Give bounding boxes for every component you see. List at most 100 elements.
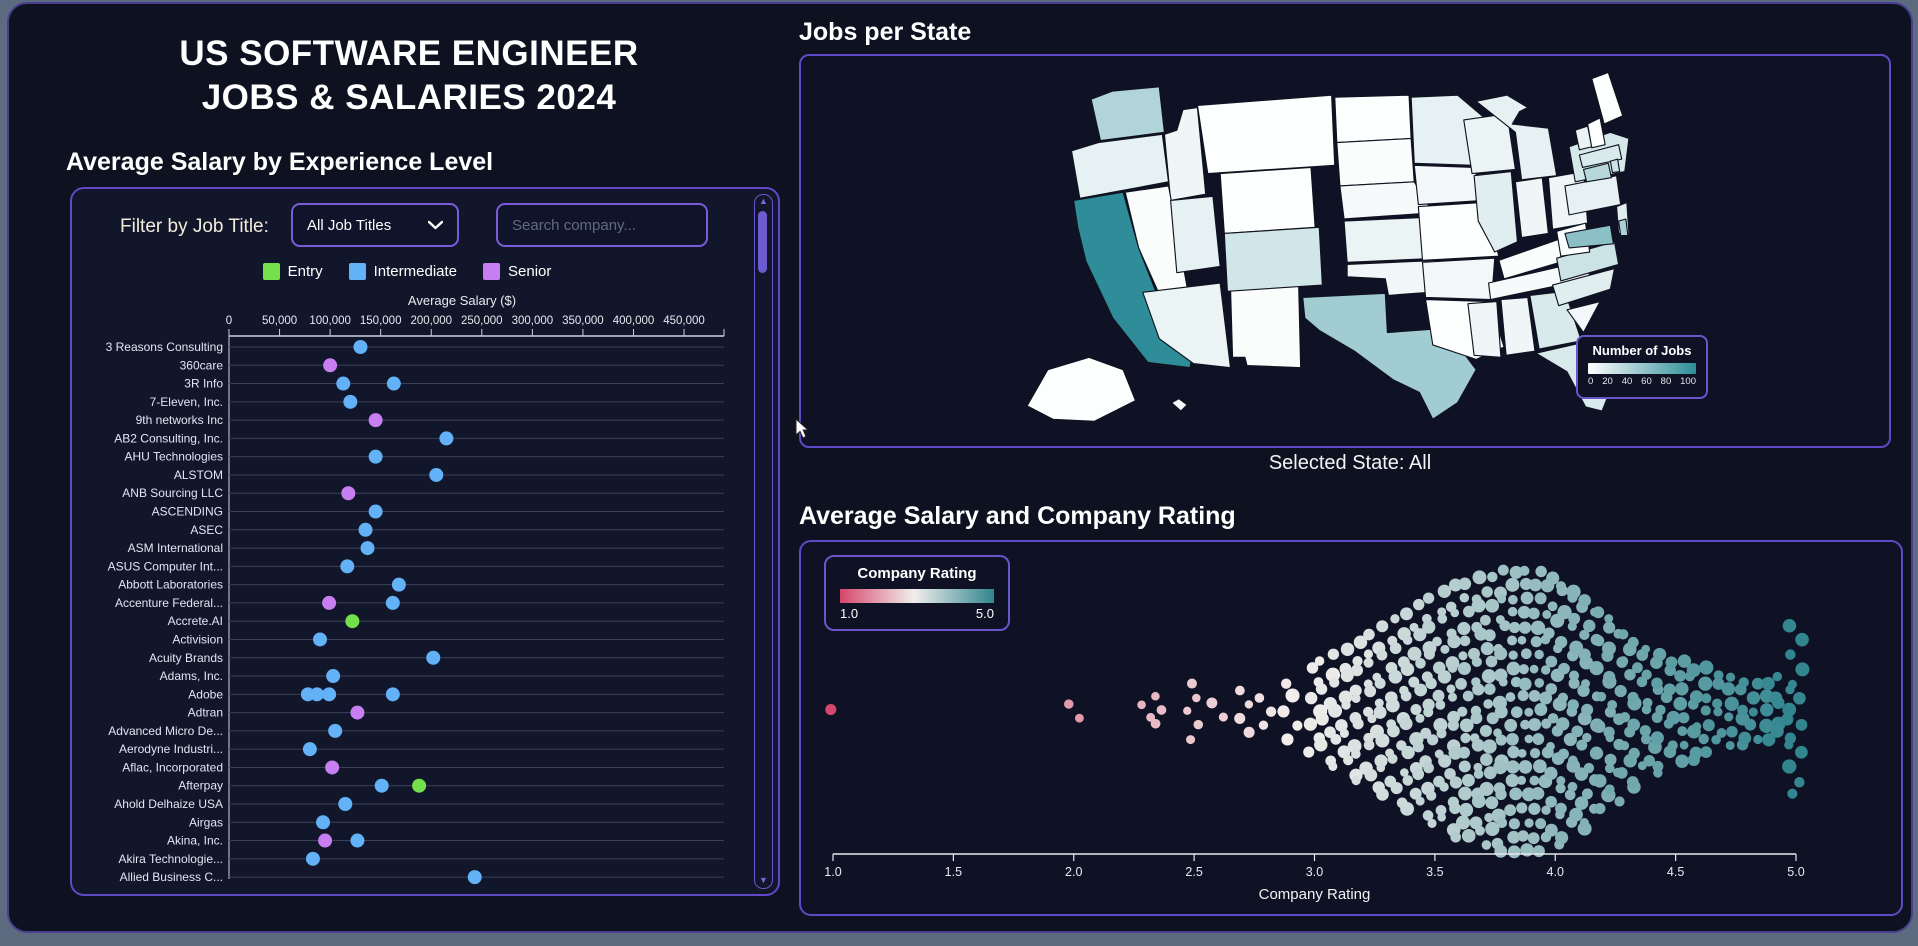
salary-dot[interactable] bbox=[309, 687, 324, 702]
rating-dot[interactable] bbox=[1713, 670, 1724, 681]
rating-dot[interactable] bbox=[1387, 724, 1400, 738]
rating-dot[interactable] bbox=[1574, 796, 1589, 810]
rating-dot[interactable] bbox=[1400, 607, 1413, 621]
rating-dot[interactable] bbox=[1306, 662, 1319, 674]
rating-dot[interactable] bbox=[1374, 698, 1384, 708]
rating-dot[interactable] bbox=[1576, 739, 1588, 751]
rating-dot[interactable] bbox=[1303, 746, 1315, 758]
rating-dot[interactable] bbox=[1545, 683, 1558, 695]
rating-dot[interactable] bbox=[1770, 724, 1784, 738]
rating-dot[interactable] bbox=[1564, 789, 1576, 801]
rating-dot[interactable] bbox=[1520, 719, 1531, 730]
rating-dot[interactable] bbox=[1516, 775, 1527, 785]
rating-dot[interactable] bbox=[1364, 768, 1378, 782]
rating-dot[interactable] bbox=[1619, 712, 1631, 723]
rating-dot[interactable] bbox=[1376, 763, 1386, 773]
salary-dot[interactable] bbox=[305, 851, 320, 866]
rating-dot[interactable] bbox=[1315, 712, 1329, 726]
rating-dot[interactable] bbox=[1483, 699, 1493, 709]
rating-dot[interactable] bbox=[1785, 649, 1796, 660]
rating-dot[interactable] bbox=[1627, 636, 1639, 648]
salary-dot[interactable] bbox=[326, 669, 341, 684]
salary-chart-scrollbar[interactable]: ▲ ▼ bbox=[754, 194, 773, 889]
rating-dot[interactable] bbox=[1677, 654, 1692, 668]
rating-dot[interactable] bbox=[1547, 713, 1559, 724]
state-MI[interactable] bbox=[1475, 94, 1558, 181]
rating-dot[interactable] bbox=[1458, 760, 1471, 773]
rating-dot[interactable] bbox=[1400, 690, 1412, 702]
rating-dot[interactable] bbox=[1677, 726, 1688, 737]
state-TX[interactable] bbox=[1302, 292, 1477, 420]
rating-dot[interactable] bbox=[1517, 830, 1529, 842]
rating-dot[interactable] bbox=[1461, 773, 1475, 787]
salary-dot[interactable] bbox=[412, 778, 427, 793]
rating-dot[interactable] bbox=[1414, 683, 1428, 697]
rating-dot[interactable] bbox=[1292, 720, 1303, 731]
rating-dot[interactable] bbox=[1712, 677, 1725, 690]
rating-dot[interactable] bbox=[1721, 682, 1736, 696]
rating-dot[interactable] bbox=[1363, 628, 1375, 641]
rating-dot[interactable] bbox=[1557, 605, 1572, 620]
rating-dot[interactable] bbox=[825, 703, 837, 716]
scroll-up-icon[interactable]: ▲ bbox=[759, 196, 768, 206]
rating-dot[interactable] bbox=[1782, 759, 1797, 774]
rating-dot[interactable] bbox=[1494, 647, 1508, 661]
rating-dot[interactable] bbox=[1666, 710, 1681, 725]
rating-dot[interactable] bbox=[1534, 649, 1544, 660]
rating-dot[interactable] bbox=[1641, 669, 1652, 680]
rating-dot[interactable] bbox=[1458, 786, 1472, 801]
scrollbar-thumb[interactable] bbox=[758, 211, 767, 273]
rating-dot[interactable] bbox=[1508, 621, 1521, 634]
rating-dot[interactable] bbox=[1544, 766, 1558, 780]
rating-dot[interactable] bbox=[1494, 705, 1508, 719]
rating-dot[interactable] bbox=[1593, 635, 1605, 647]
rating-dot[interactable] bbox=[1485, 655, 1498, 668]
rating-dot[interactable] bbox=[1408, 676, 1420, 688]
rating-dot[interactable] bbox=[1459, 802, 1474, 817]
rating-dot[interactable] bbox=[1432, 636, 1442, 647]
rating-dot[interactable] bbox=[1673, 696, 1688, 711]
rating-dot[interactable] bbox=[1667, 740, 1678, 751]
rating-dot[interactable] bbox=[1458, 577, 1472, 591]
state-AL[interactable] bbox=[1500, 296, 1536, 356]
rating-dot[interactable] bbox=[1712, 698, 1723, 709]
rating-dot[interactable] bbox=[1567, 699, 1579, 711]
rating-dot[interactable] bbox=[1472, 570, 1487, 585]
rating-dot[interactable] bbox=[1557, 692, 1569, 703]
rating-dot[interactable] bbox=[1471, 794, 1486, 809]
rating-dot[interactable] bbox=[1480, 753, 1493, 766]
rating-dot[interactable] bbox=[1700, 705, 1711, 716]
rating-dot[interactable] bbox=[1510, 706, 1523, 718]
rating-dot[interactable] bbox=[1544, 823, 1558, 837]
rating-dot[interactable] bbox=[1643, 755, 1656, 767]
rating-dot[interactable] bbox=[1475, 825, 1485, 836]
rating-dot[interactable] bbox=[1539, 691, 1553, 705]
rating-dot[interactable] bbox=[1448, 578, 1463, 592]
rating-dot[interactable] bbox=[1713, 707, 1723, 717]
rating-dot[interactable] bbox=[1517, 605, 1531, 619]
rating-dot[interactable] bbox=[1665, 656, 1678, 669]
state-MS[interactable] bbox=[1467, 301, 1502, 358]
rating-dot[interactable] bbox=[1426, 790, 1437, 801]
rating-dot[interactable] bbox=[1463, 605, 1475, 618]
rating-dot[interactable] bbox=[1518, 621, 1532, 634]
rating-dot[interactable] bbox=[1399, 717, 1413, 731]
rating-dot[interactable] bbox=[1480, 614, 1491, 626]
rating-dot[interactable] bbox=[1530, 620, 1546, 636]
state-OR[interactable] bbox=[1070, 133, 1170, 199]
rating-dot[interactable] bbox=[1462, 690, 1474, 702]
rating-dot[interactable] bbox=[1543, 627, 1555, 639]
rating-dot[interactable] bbox=[1678, 712, 1690, 724]
rating-dot[interactable] bbox=[1400, 801, 1415, 816]
rating-dot[interactable] bbox=[1422, 592, 1435, 604]
rating-dot[interactable] bbox=[1074, 713, 1084, 723]
rating-dot[interactable] bbox=[1364, 685, 1377, 698]
rating-dot[interactable] bbox=[1524, 818, 1534, 828]
rating-dot[interactable] bbox=[1457, 661, 1471, 676]
rating-dot[interactable] bbox=[1483, 629, 1496, 642]
rating-dot[interactable] bbox=[1507, 745, 1520, 759]
rating-dot[interactable] bbox=[1337, 745, 1351, 759]
rating-dot[interactable] bbox=[1554, 635, 1568, 649]
rating-dot[interactable] bbox=[1460, 732, 1471, 744]
rating-dot[interactable] bbox=[1604, 763, 1615, 774]
